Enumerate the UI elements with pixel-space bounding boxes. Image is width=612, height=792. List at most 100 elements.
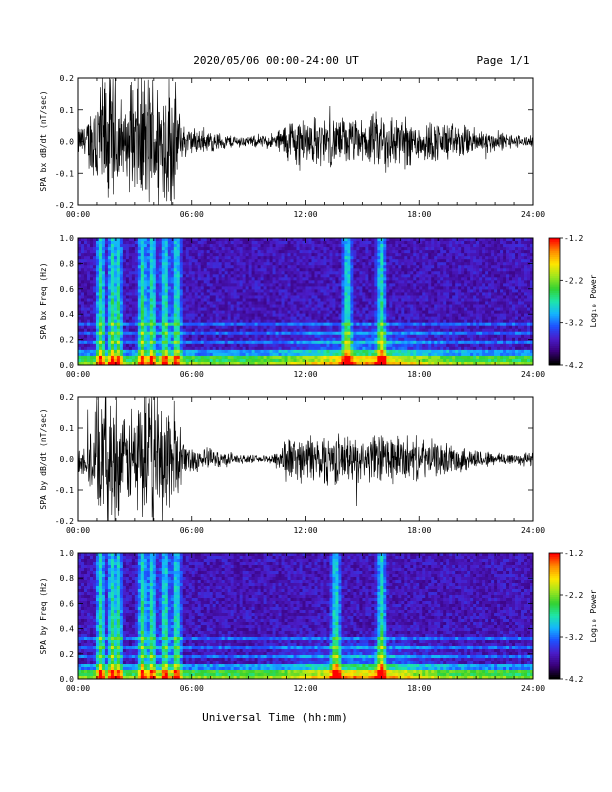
spectrogram-cell	[329, 316, 333, 321]
spectrogram-cell	[191, 250, 196, 254]
spectrogram-cell	[272, 343, 276, 348]
spectrogram-cell	[419, 307, 423, 311]
spectrogram-cell	[320, 292, 324, 296]
spectrogram-cell	[353, 343, 357, 348]
spectrogram-cell	[242, 259, 247, 263]
spectrogram-cell	[281, 265, 285, 269]
spectrogram-cell	[137, 355, 142, 360]
spectrogram-cell	[305, 286, 309, 290]
spectrogram-cell	[395, 298, 399, 302]
spectrogram-cell	[230, 355, 235, 360]
spectrogram-cell	[269, 319, 273, 324]
spectrogram-cell	[386, 304, 390, 308]
spectrogram-cell	[248, 340, 253, 345]
spectrogram-cell	[422, 343, 426, 348]
spectrogram-cell	[221, 283, 226, 287]
spectrogram-cell	[80, 310, 85, 314]
spectrogram-cell	[308, 325, 312, 330]
spectrogram-cell	[266, 334, 270, 339]
spectrogram-cell	[353, 280, 357, 284]
spectrogram-cell	[287, 328, 291, 333]
spectrogram-cell	[290, 253, 294, 257]
spectrogram-cell	[389, 256, 393, 260]
spectrogram-cell	[296, 241, 300, 245]
spectrogram-cell	[137, 244, 142, 248]
spectrogram-cell	[128, 256, 133, 260]
spectrogram-cell	[218, 331, 223, 336]
spectrogram-cell	[401, 319, 405, 324]
spectrogram-cell	[425, 340, 429, 345]
spectrogram-cell	[317, 283, 321, 287]
spectrogram-cell	[179, 253, 184, 257]
spectrogram-cell	[263, 283, 267, 287]
spectrogram-cell	[422, 268, 426, 272]
spectrogram-cell	[143, 322, 148, 327]
spectrogram-cell	[377, 328, 381, 333]
spectrogram-cell	[251, 337, 256, 342]
spectrogram-cell	[227, 280, 232, 284]
spectrogram-cell	[365, 310, 369, 314]
spectrogram-cell	[212, 316, 217, 321]
spectrogram-cell	[338, 352, 342, 357]
spectrogram-cell	[290, 241, 294, 245]
spectrogram-cell	[269, 274, 273, 278]
spectrogram-cell	[401, 304, 405, 308]
spectrogram-cell	[386, 241, 390, 245]
spectrogram-cell	[341, 268, 345, 272]
spectrogram-cell	[203, 343, 208, 348]
spectrogram-cell	[368, 358, 372, 363]
spectrogram-cell	[314, 253, 318, 257]
spectrogram-cell	[221, 256, 226, 260]
spectrogram-cell	[278, 316, 282, 321]
spectrogram-cell	[152, 331, 157, 336]
spectrogram-cell	[305, 238, 309, 242]
spectrogram-cell	[158, 271, 163, 275]
spectrogram-cell	[182, 316, 187, 321]
spectrogram-cell	[422, 274, 426, 278]
spectrogram-cell	[143, 289, 148, 293]
spectrogram-cell	[206, 280, 211, 284]
spectrogram-cell	[422, 331, 426, 336]
spectrogram-cell	[224, 313, 229, 318]
spectrogram-cell	[107, 352, 112, 357]
spectrogram-cell	[302, 247, 306, 251]
spectrogram-cell	[347, 295, 351, 299]
spectrogram-cell	[272, 304, 276, 308]
spectrogram-cell	[353, 301, 357, 305]
spectrogram-cell	[404, 316, 408, 321]
spectrogram-cell	[332, 322, 336, 327]
spectrogram-cell	[218, 247, 223, 251]
spectrogram-cell	[281, 337, 285, 342]
spectrogram-cell	[92, 331, 97, 336]
spectrogram-cell	[344, 268, 348, 272]
spectrogram-cell	[143, 271, 148, 275]
spectrogram-cell	[257, 349, 261, 354]
spectrogram-cell	[92, 355, 97, 360]
spectrogram-cell	[386, 271, 390, 275]
spectrogram-cell	[152, 319, 157, 324]
spectrogram-cell	[422, 238, 426, 242]
spectrogram-cell	[197, 283, 202, 287]
spectrogram-cell	[281, 268, 285, 272]
spectrogram-cell	[116, 283, 121, 287]
spectrogram-cell	[206, 328, 211, 333]
spectrogram-cell	[113, 337, 118, 342]
spectrogram-cell	[245, 334, 250, 339]
spectrogram-cell	[143, 343, 148, 348]
spectrogram-cell	[317, 253, 321, 257]
spectrogram-cell	[248, 319, 253, 324]
spectrogram-cell	[200, 322, 205, 327]
spectrogram-cell	[392, 361, 396, 366]
spectrogram-cell	[365, 331, 369, 336]
spectrogram-cell	[290, 274, 294, 278]
spectrogram-cell	[248, 316, 253, 321]
spectrogram-cell	[422, 325, 426, 330]
spectrogram-cell	[371, 295, 375, 299]
spectrogram-cell	[173, 238, 178, 242]
spectrogram-cell	[95, 340, 100, 345]
spectrogram-cell	[398, 331, 402, 336]
spectrogram-cell	[179, 337, 184, 342]
spectrogram-cell	[299, 247, 303, 251]
spectrogram-cell	[113, 268, 118, 272]
spectrogram-cell	[251, 355, 256, 360]
